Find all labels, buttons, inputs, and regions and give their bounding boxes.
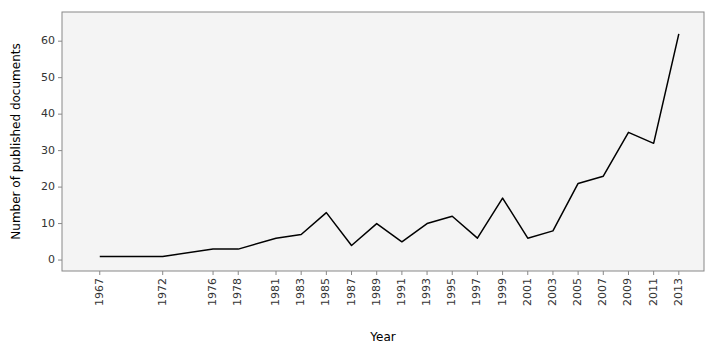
plot-background xyxy=(62,12,704,271)
x-tick-label: 1976 xyxy=(206,278,219,306)
y-tick xyxy=(58,150,62,151)
x-tick-label: 1972 xyxy=(156,278,169,306)
x-tick-label: 1983 xyxy=(294,278,307,306)
x-tick-label: 1997 xyxy=(470,278,483,306)
x-tick xyxy=(326,271,327,275)
x-tick-label: 2005 xyxy=(571,278,584,306)
y-tick xyxy=(58,260,62,261)
y-tick-label: 0 xyxy=(48,253,55,266)
x-tick-label: 2003 xyxy=(546,278,559,306)
x-tick xyxy=(678,271,679,275)
y-tick xyxy=(58,223,62,224)
x-tick xyxy=(162,271,163,275)
x-tick xyxy=(401,271,402,275)
x-tick-label: 1978 xyxy=(231,278,244,306)
x-tick xyxy=(603,271,604,275)
x-tick-label: 1989 xyxy=(370,278,383,306)
y-tick-label: 60 xyxy=(41,34,55,47)
x-tick-label: 1993 xyxy=(420,278,433,306)
x-tick-label: 1995 xyxy=(445,278,458,306)
x-tick xyxy=(213,271,214,275)
x-tick-label: 2007 xyxy=(596,278,609,306)
x-tick xyxy=(427,271,428,275)
y-tick xyxy=(58,77,62,78)
x-tick-label: 2001 xyxy=(521,278,534,306)
x-tick-label: 1981 xyxy=(269,278,282,306)
x-tick xyxy=(628,271,629,275)
x-tick xyxy=(238,271,239,275)
x-tick xyxy=(477,271,478,275)
x-tick xyxy=(527,271,528,275)
x-tick xyxy=(578,271,579,275)
y-tick-label: 30 xyxy=(41,144,55,157)
y-tick xyxy=(58,187,62,188)
x-tick xyxy=(99,271,100,275)
x-tick xyxy=(301,271,302,275)
x-tick-label: 1985 xyxy=(319,278,332,306)
y-tick-label: 40 xyxy=(41,107,55,120)
x-tick-label: 2009 xyxy=(621,278,634,306)
x-tick-label: 2013 xyxy=(672,278,685,306)
x-tick xyxy=(376,271,377,275)
x-tick-label: 1991 xyxy=(395,278,408,306)
x-tick xyxy=(452,271,453,275)
x-axis-label: Year xyxy=(369,330,395,344)
x-tick xyxy=(351,271,352,275)
y-tick-label: 20 xyxy=(41,180,55,193)
x-tick-label: 1987 xyxy=(345,278,358,306)
y-axis-label: Number of published documents xyxy=(9,43,23,239)
x-tick xyxy=(552,271,553,275)
x-tick-label: 2011 xyxy=(647,278,660,306)
data-line xyxy=(100,34,679,257)
y-tick xyxy=(58,114,62,115)
plot-area xyxy=(100,34,679,257)
x-tick xyxy=(502,271,503,275)
x-tick xyxy=(653,271,654,275)
y-tick-label: 50 xyxy=(41,71,55,84)
x-tick xyxy=(276,271,277,275)
y-tick-label: 10 xyxy=(41,217,55,230)
y-tick xyxy=(58,41,62,42)
x-tick-label: 1967 xyxy=(93,278,106,306)
chart: 0 10 20 30 40 50 60 1967 1972 1976 1978 1981 1983 198… xyxy=(0,0,720,349)
x-tick-label: 1999 xyxy=(496,278,509,306)
plot-frame xyxy=(62,12,704,271)
